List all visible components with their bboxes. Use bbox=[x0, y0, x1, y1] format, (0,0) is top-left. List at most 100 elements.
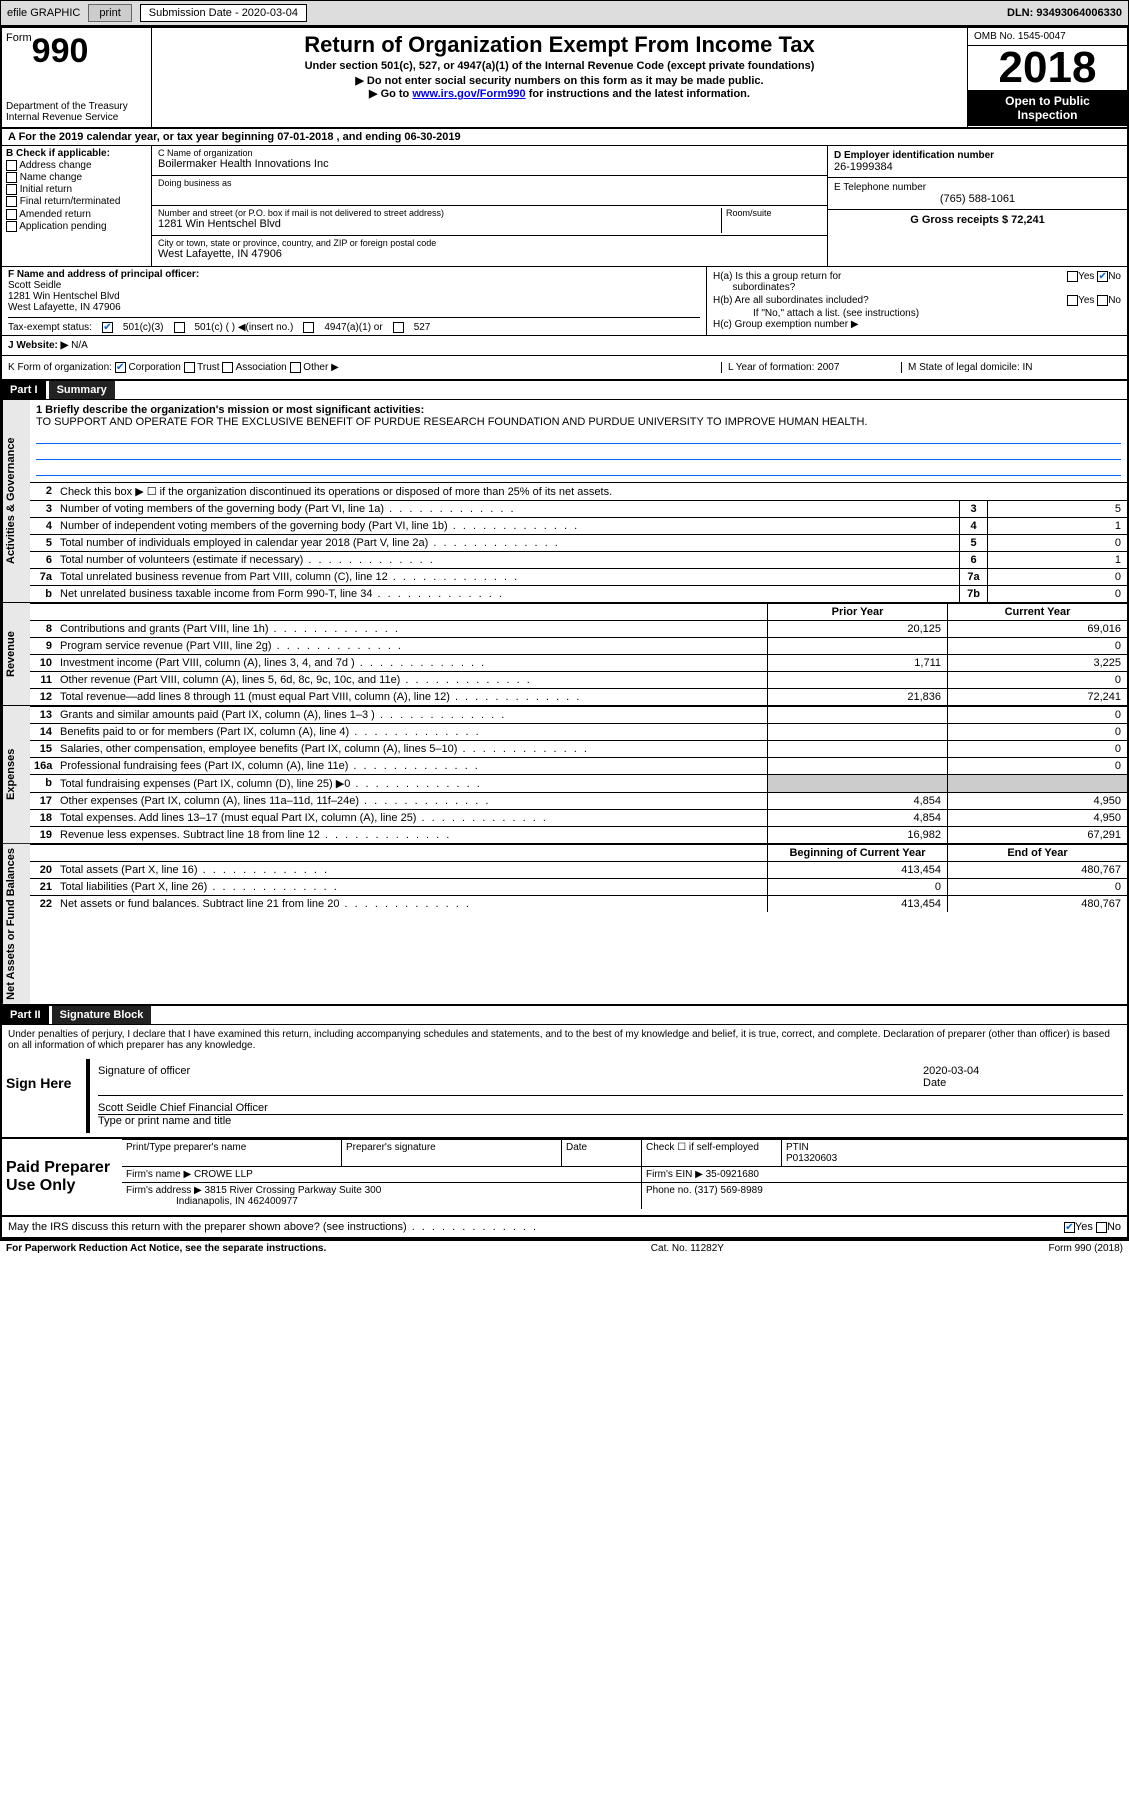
m-state: M State of legal domicile: IN bbox=[901, 362, 1121, 373]
ha-yes[interactable] bbox=[1067, 271, 1078, 282]
header-left: Form990 Department of the Treasury Inter… bbox=[2, 28, 152, 127]
part2-header: Part II bbox=[2, 1006, 49, 1024]
check-address[interactable]: Address change bbox=[6, 160, 147, 171]
street-address: 1281 Win Hentschel Blvd bbox=[158, 218, 721, 230]
check-trust[interactable] bbox=[184, 362, 195, 373]
ha-no[interactable] bbox=[1097, 271, 1108, 282]
officer-print-name: Scott Seidle Chief Financial Officer bbox=[98, 1102, 1123, 1115]
check-pending[interactable]: Application pending bbox=[6, 221, 147, 232]
firm-phone: (317) 569-8989 bbox=[694, 1185, 762, 1196]
discuss-no[interactable] bbox=[1096, 1222, 1107, 1233]
f-officer: F Name and address of principal officer:… bbox=[2, 267, 707, 335]
dept-treasury: Department of the Treasury bbox=[6, 101, 147, 112]
check-527[interactable] bbox=[393, 322, 404, 333]
firm-name: CROWE LLP bbox=[194, 1169, 253, 1180]
check-assoc[interactable] bbox=[222, 362, 233, 373]
footer-left: For Paperwork Reduction Act Notice, see … bbox=[6, 1243, 326, 1254]
inst2-pre: ▶ Go to bbox=[369, 88, 412, 100]
line-7a: 7a Total unrelated business revenue from… bbox=[30, 568, 1127, 585]
mission-block: 1 Briefly describe the organization's mi… bbox=[30, 400, 1127, 482]
header-right: OMB No. 1545-0047 2018 Open to Public In… bbox=[967, 28, 1127, 127]
mission-line bbox=[36, 430, 1121, 444]
sign-here: Sign Here bbox=[2, 1055, 82, 1137]
check-4947[interactable] bbox=[303, 322, 314, 333]
form-header: Form990 Department of the Treasury Inter… bbox=[2, 28, 1127, 129]
check-amended[interactable]: Amended return bbox=[6, 209, 147, 220]
prep-date-lbl: Date bbox=[562, 1140, 642, 1166]
hb-no[interactable] bbox=[1097, 295, 1108, 306]
line-12: 12 Total revenue—add lines 8 through 11 … bbox=[30, 688, 1127, 705]
ein-row: D Employer identification number 26-1999… bbox=[828, 146, 1127, 178]
line-b: b Net unrelated business taxable income … bbox=[30, 585, 1127, 602]
prep-name-lbl: Print/Type preparer's name bbox=[122, 1140, 342, 1166]
check-501c[interactable] bbox=[174, 322, 185, 333]
tax-exempt-row: Tax-exempt status: 501(c)(3) 501(c) ( ) … bbox=[8, 317, 700, 333]
city-row: City or town, state or province, country… bbox=[152, 236, 827, 266]
tax-year: 2018 bbox=[968, 46, 1127, 90]
col-begin: Beginning of Current Year bbox=[767, 845, 947, 861]
line-13: 13 Grants and similar amounts paid (Part… bbox=[30, 706, 1127, 723]
line-19: 19 Revenue less expenses. Subtract line … bbox=[30, 826, 1127, 843]
website-value: N/A bbox=[71, 340, 88, 351]
col-end: End of Year bbox=[947, 845, 1127, 861]
org-name: Boilermaker Health Innovations Inc bbox=[158, 158, 821, 170]
phone-row: E Telephone number (765) 588-1061 bbox=[828, 178, 1127, 210]
declaration: Under penalties of perjury, I declare th… bbox=[2, 1025, 1127, 1055]
j-label: J Website: ▶ bbox=[8, 340, 68, 351]
k-form-org: K Form of organization: Corporation Trus… bbox=[8, 362, 721, 373]
sidebar-expenses: Expenses bbox=[2, 706, 30, 843]
line-18: 18 Total expenses. Add lines 13–17 (must… bbox=[30, 809, 1127, 826]
discuss-row: May the IRS discuss this return with the… bbox=[2, 1217, 1127, 1239]
type-name-lbl: Type or print name and title bbox=[98, 1115, 1123, 1127]
hb-yes[interactable] bbox=[1067, 295, 1078, 306]
inst2-post: for instructions and the latest informat… bbox=[526, 88, 750, 100]
col-current: Current Year bbox=[947, 604, 1127, 620]
discuss-yes[interactable] bbox=[1064, 1222, 1075, 1233]
form-number: 990 bbox=[32, 32, 89, 70]
gross-receipts: G Gross receipts $ 72,241 bbox=[828, 210, 1127, 230]
city-label: City or town, state or province, country… bbox=[158, 238, 821, 248]
check-501c3[interactable] bbox=[102, 322, 113, 333]
efile-label: efile GRAPHIC bbox=[7, 7, 80, 19]
check-other[interactable] bbox=[290, 362, 301, 373]
hb-note: If "No," attach a list. (see instruction… bbox=[753, 308, 1121, 319]
section-b: B Check if applicable: Address change Na… bbox=[2, 146, 1127, 267]
dba-row: Doing business as bbox=[152, 176, 827, 206]
part1-header-row: Part I Summary bbox=[2, 381, 1127, 400]
hc-row: H(c) Group exemption number ▶ bbox=[713, 319, 1121, 330]
l-year: L Year of formation: 2007 bbox=[721, 362, 901, 373]
line1-label: 1 Briefly describe the organization's mi… bbox=[36, 404, 424, 416]
part1-title: Summary bbox=[49, 381, 115, 399]
b-center: C Name of organization Boilermaker Healt… bbox=[152, 146, 827, 266]
check-initial[interactable]: Initial return bbox=[6, 184, 147, 195]
firm-addr1: 3815 River Crossing Parkway Suite 300 bbox=[205, 1185, 382, 1196]
line-20: 20 Total assets (Part X, line 16) 413,45… bbox=[30, 861, 1127, 878]
c-label: C Name of organization bbox=[158, 148, 821, 158]
check-final[interactable]: Final return/terminated bbox=[6, 196, 147, 207]
inspection-1: Open to Public bbox=[1005, 94, 1090, 108]
paid-preparer-row: Paid Preparer Use Only Print/Type prepar… bbox=[2, 1139, 1127, 1217]
line-11: 11 Other revenue (Part VIII, column (A),… bbox=[30, 671, 1127, 688]
check-corp[interactable] bbox=[115, 362, 126, 373]
irs-link[interactable]: www.irs.gov/Form990 bbox=[412, 88, 525, 100]
org-name-row: C Name of organization Boilermaker Healt… bbox=[152, 146, 827, 176]
check-name[interactable]: Name change bbox=[6, 172, 147, 183]
part2-header-row: Part II Signature Block bbox=[2, 1004, 1127, 1025]
footer: For Paperwork Reduction Act Notice, see … bbox=[0, 1241, 1129, 1256]
b-label: B Check if applicable: bbox=[6, 148, 147, 159]
section-fh: F Name and address of principal officer:… bbox=[2, 267, 1127, 336]
revenue-section: Revenue Prior Year Current Year 8 Contri… bbox=[2, 602, 1127, 705]
rev-header: Prior Year Current Year bbox=[30, 603, 1127, 620]
expenses-section: Expenses 13 Grants and similar amounts p… bbox=[2, 705, 1127, 843]
line-5: 5 Total number of individuals employed i… bbox=[30, 534, 1127, 551]
address-row: Number and street (or P.O. box if mail i… bbox=[152, 206, 827, 236]
sig-date: 2020-03-04 bbox=[923, 1065, 979, 1077]
print-button[interactable]: print bbox=[88, 4, 131, 22]
website-row: J Website: ▶ N/A bbox=[2, 336, 1127, 356]
e-label: E Telephone number bbox=[834, 182, 1121, 193]
line-4: 4 Number of independent voting members o… bbox=[30, 517, 1127, 534]
header-center: Return of Organization Exempt From Incom… bbox=[152, 28, 967, 127]
form-prefix: Form bbox=[6, 32, 32, 44]
line2: 2 Check this box ▶ ☐ if the organization… bbox=[30, 482, 1127, 500]
inspection-2: Inspection bbox=[1017, 108, 1077, 122]
